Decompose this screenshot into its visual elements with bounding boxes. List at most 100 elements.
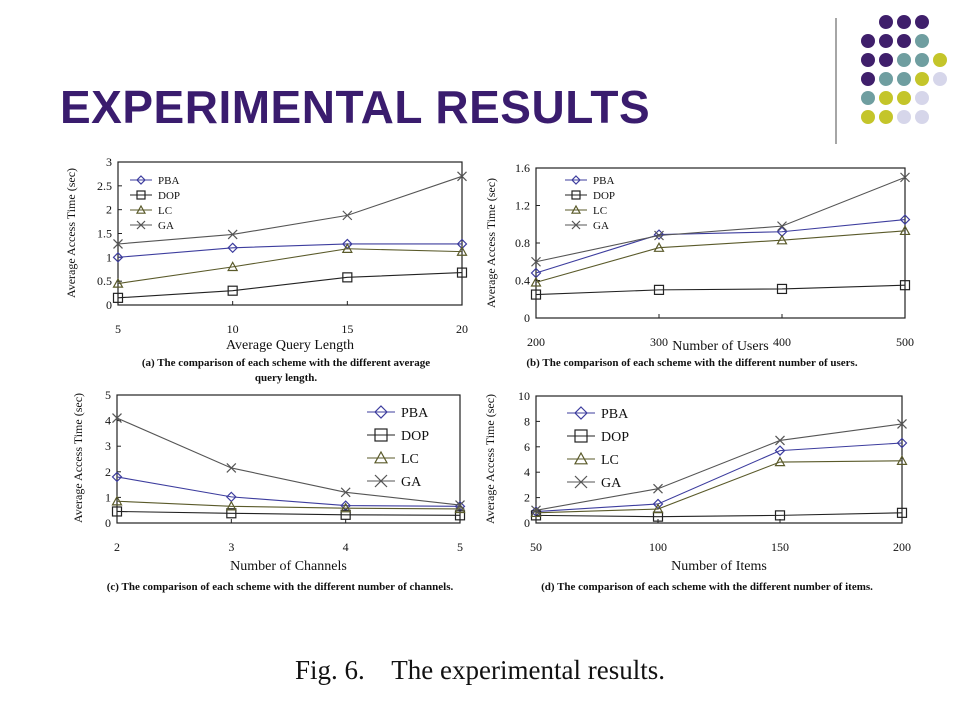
series-dop [530, 507, 908, 522]
x-tick-label: 10 [227, 322, 239, 336]
x-marker-stroke [112, 413, 122, 423]
legend-label: GA [401, 475, 422, 490]
x-marker-stroke [531, 256, 541, 267]
square-marker [653, 284, 665, 295]
y-tick-label: 0.8 [515, 236, 530, 250]
x-tick-label: 150 [771, 540, 789, 554]
x-marker-stroke [227, 229, 238, 240]
square-marker [774, 510, 786, 521]
series-line [117, 248, 463, 285]
plot-frame [535, 395, 903, 524]
y-tick-label: 8 [524, 414, 530, 428]
diamond-marker [899, 214, 911, 225]
x-marker [342, 210, 353, 221]
series-lc [111, 495, 466, 514]
diamond-marker [571, 175, 581, 185]
x-marker [531, 505, 541, 516]
decorative-dot [861, 53, 875, 67]
x-marker-stroke [113, 239, 123, 249]
square-marker [454, 510, 466, 521]
legend-label: DOP [593, 190, 615, 202]
decorative-dot [897, 72, 911, 86]
plot-frame [535, 167, 906, 319]
y-tick-label: 2 [524, 491, 530, 505]
x-marker-stroke [653, 483, 663, 494]
x-marker [897, 419, 907, 429]
legend: PBA DOP LC GA [367, 405, 429, 490]
y-tick-label: 2.5 [97, 179, 112, 193]
series-line [535, 423, 903, 511]
x-marker [900, 172, 910, 183]
decorative-dot [897, 34, 911, 48]
decorative-dot [861, 91, 875, 105]
square-marker [226, 508, 237, 519]
series-ga [531, 419, 907, 516]
y-tick-label: 10 [518, 389, 530, 403]
x-marker-stroke [136, 220, 146, 230]
subfigure-caption: query length. [255, 372, 318, 384]
decorative-dot [897, 110, 911, 124]
x-tick-label: 5 [457, 540, 463, 554]
series-line [535, 176, 906, 263]
series-dop [111, 506, 466, 521]
x-marker [777, 221, 787, 232]
legend: PBA DOP LC GA [567, 406, 629, 491]
x-tick-label: 200 [893, 540, 911, 554]
triangle-marker [652, 503, 664, 514]
legend-label: PBA [593, 175, 614, 187]
x-marker [531, 256, 541, 267]
decorative-dot [915, 15, 929, 29]
square-marker [896, 507, 908, 518]
decorative-dot [861, 34, 875, 48]
series-dop [530, 280, 911, 300]
decorative-dot [879, 15, 893, 29]
series-line [116, 500, 461, 510]
series-lc [530, 225, 911, 287]
decorative-dot [915, 72, 929, 86]
chart-a: 0 0.5 1 1.5 2 2.5 3 5 10 15 20 Average Query Length… [64, 155, 468, 384]
triangle-marker [456, 245, 468, 256]
series-line [535, 219, 906, 274]
triangle-marker [530, 276, 542, 287]
x-marker [227, 229, 238, 240]
x-axis-label: Number of Items [671, 559, 767, 574]
diamond-marker [136, 175, 146, 185]
y-tick-label: 0 [524, 311, 530, 325]
subfigure-caption: (d) The comparison of each scheme with t… [541, 581, 873, 593]
x-marker-stroke [571, 220, 581, 230]
triangle-marker [111, 495, 123, 506]
legend-label: PBA [601, 407, 629, 422]
y-axis-label: Average Access Time (sec) [71, 393, 85, 523]
legend-label: PBA [158, 175, 179, 187]
square-marker [574, 429, 588, 443]
decorative-dot [897, 15, 911, 29]
square-marker [227, 285, 238, 296]
legend-label: GA [158, 220, 174, 232]
decorative-dot [879, 91, 893, 105]
plot-frame [116, 394, 461, 524]
y-tick-label: 2 [105, 465, 111, 479]
legend-label: LC [401, 452, 419, 467]
decorative-dot [915, 53, 929, 67]
x-marker [654, 230, 664, 241]
series-dop [112, 267, 468, 303]
square-marker [776, 283, 788, 295]
x-tick-label: 4 [343, 540, 349, 554]
triangle-marker [112, 277, 124, 288]
diamond-marker [111, 471, 123, 483]
decorative-dot [897, 91, 911, 105]
y-tick-label: 2 [106, 203, 112, 217]
decorative-dot [879, 110, 893, 124]
decorative-dot [861, 72, 875, 86]
series-line [535, 442, 903, 513]
y-tick-label: 0 [524, 516, 530, 530]
y-tick-label: 0 [106, 298, 112, 312]
x-marker [571, 220, 581, 230]
x-marker-stroke [654, 230, 664, 241]
x-tick-label: 2 [114, 540, 120, 554]
series-line [117, 272, 463, 299]
triangle-marker [776, 234, 788, 245]
x-tick-label: 300 [650, 335, 668, 349]
legend-label: GA [593, 220, 609, 232]
x-marker [340, 487, 351, 498]
